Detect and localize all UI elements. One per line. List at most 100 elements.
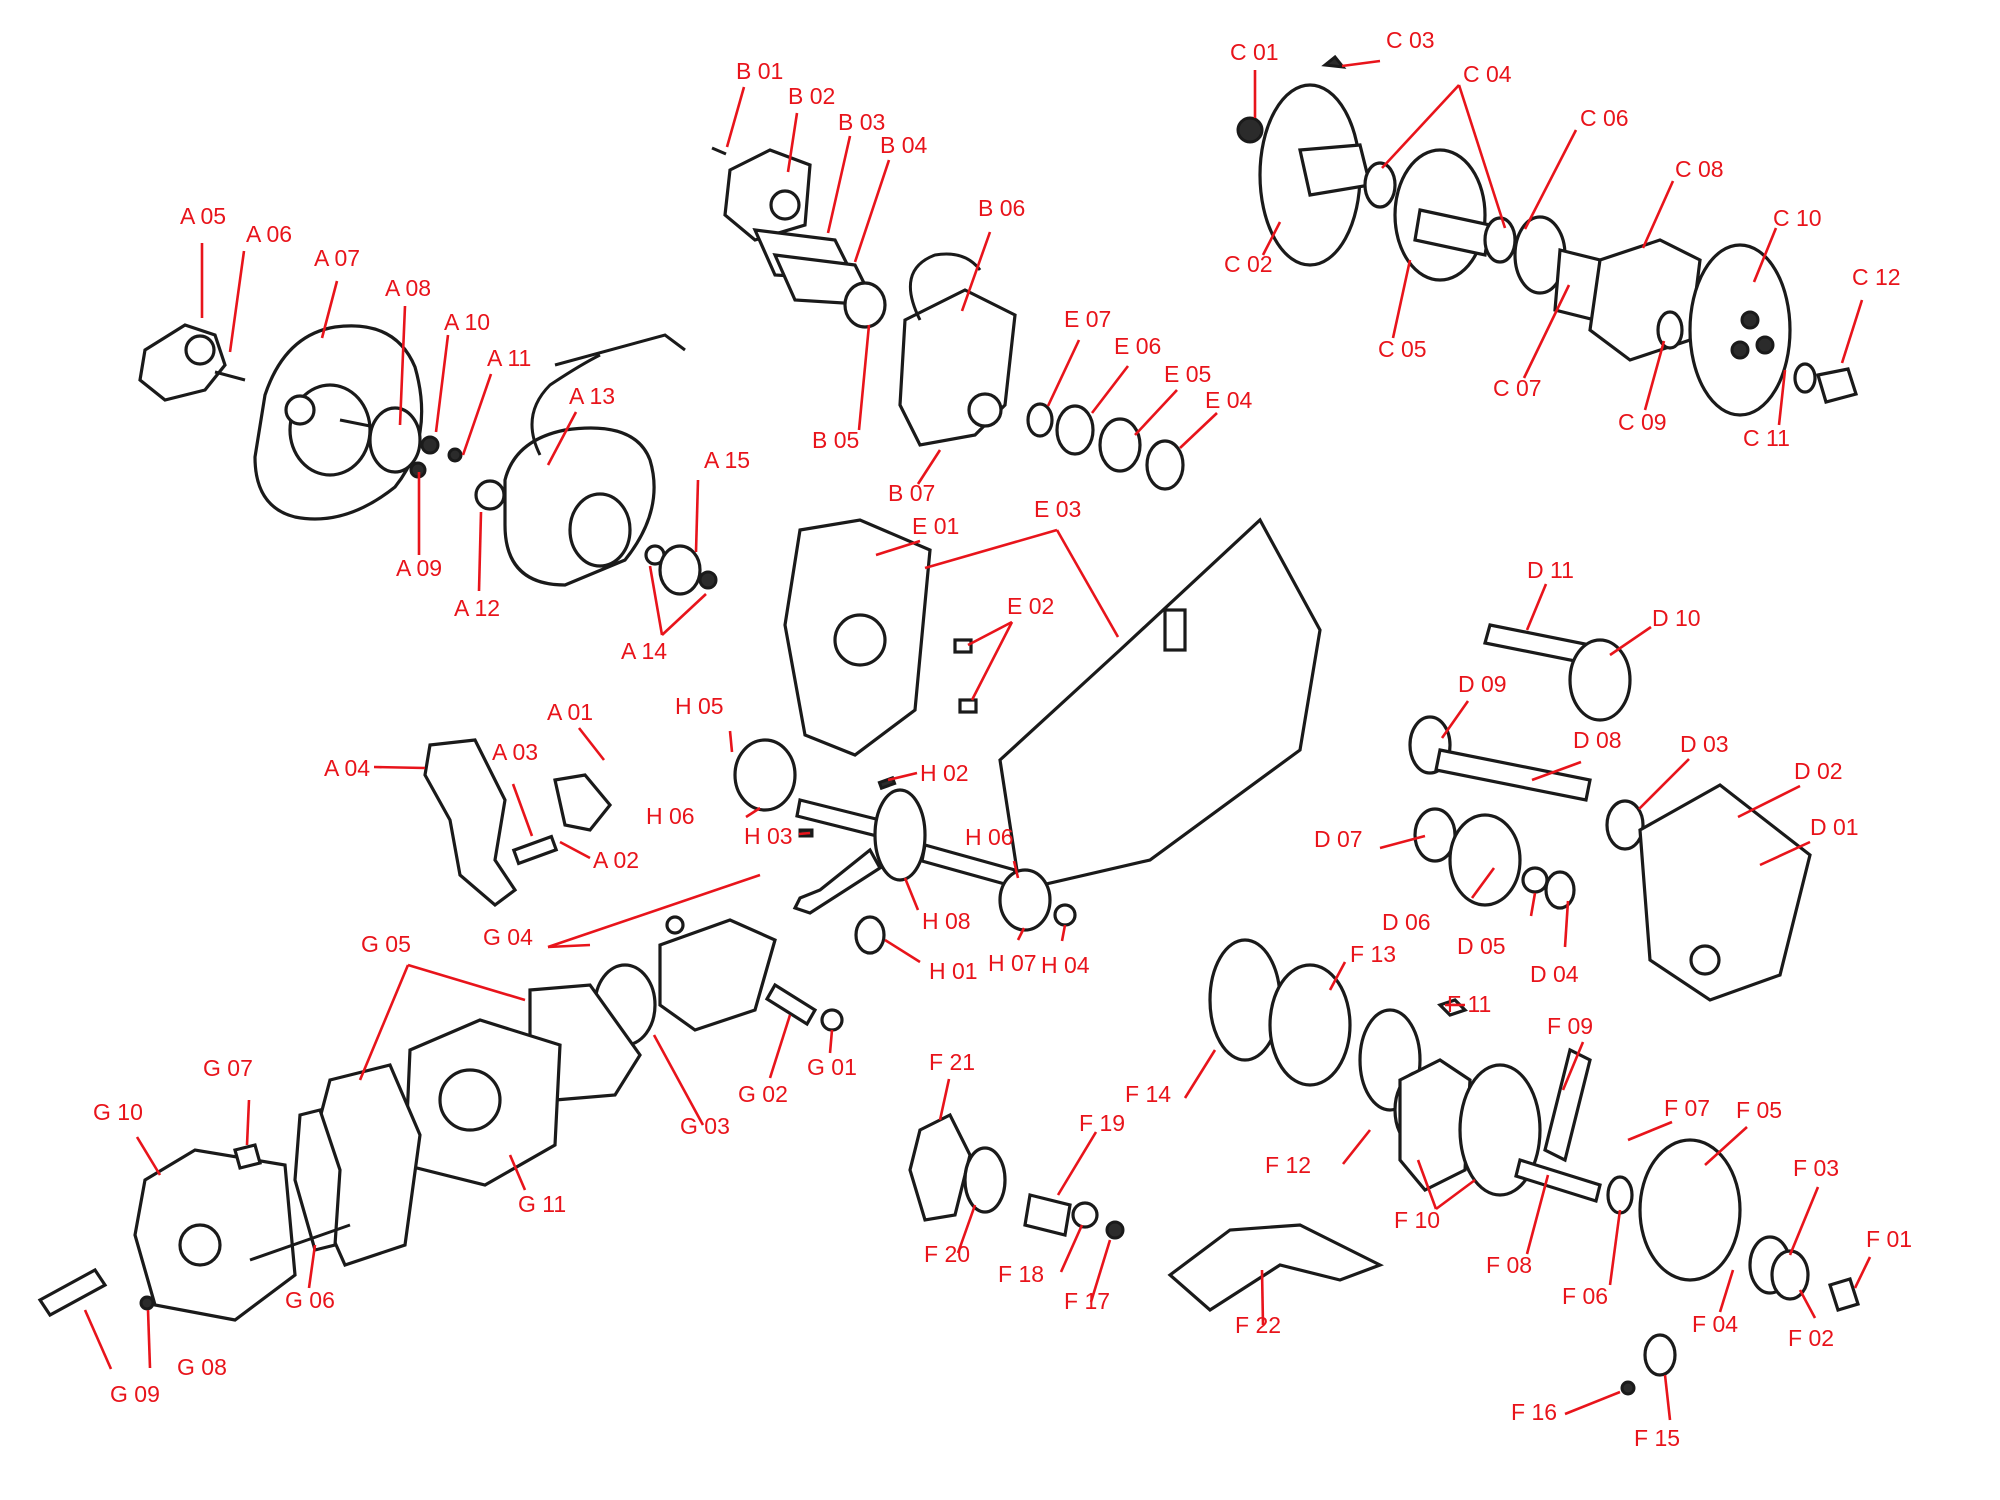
head-nut	[139, 1295, 155, 1311]
drive-belt	[1543, 1047, 1592, 1163]
label-c10: C 10	[1773, 205, 1822, 231]
needle-bearing	[854, 915, 886, 955]
crank-seal	[1145, 439, 1185, 491]
label-g11: G 11	[518, 1191, 566, 1217]
crankcase-left-bore	[833, 613, 887, 667]
ignition-lead	[530, 353, 601, 456]
kick-lever	[1167, 1223, 1384, 1312]
label-b05: B 05	[812, 427, 859, 453]
crankshaft-main	[920, 842, 1017, 889]
label-e04: E 04	[1205, 387, 1253, 413]
label-b06: B 06	[978, 195, 1025, 221]
flywheel-ring	[568, 492, 632, 568]
clutch-bell-hole-1	[1740, 310, 1760, 330]
idle-gear-seal	[1544, 870, 1576, 910]
label-g06: G 06	[285, 1287, 335, 1313]
label-h08: H 08	[922, 908, 971, 934]
carb-top-port	[769, 189, 801, 221]
label-g10: G 10	[93, 1099, 143, 1125]
label-c04: C 04	[1463, 61, 1512, 87]
label-a02: A 02	[593, 847, 639, 873]
label-b07: B 07	[888, 480, 935, 506]
label-f06: F 06	[1562, 1283, 1608, 1309]
label-f05: F 05	[1736, 1097, 1782, 1123]
label-e05: E 05	[1164, 361, 1211, 387]
piston-pin	[764, 982, 818, 1027]
label-f10: F 10	[1394, 1207, 1440, 1233]
label-a08: A 08	[385, 275, 431, 301]
label-d09: D 09	[1458, 671, 1507, 697]
label-f03: F 03	[1793, 1155, 1839, 1181]
label-a14: A 14	[621, 638, 667, 664]
label-a09: A 09	[396, 555, 442, 581]
stator-bolt	[447, 447, 463, 463]
pulley-nut	[1827, 1277, 1861, 1312]
part-group-g	[37, 915, 844, 1322]
label-f20: F 20	[924, 1241, 970, 1267]
label-a13: A 13	[569, 383, 615, 409]
layshaft	[1434, 748, 1592, 802]
sprocket-pin	[1620, 1380, 1636, 1396]
crank-washer	[1053, 903, 1077, 927]
label-b01: B 01	[736, 58, 783, 84]
crank-bush	[1026, 402, 1054, 438]
clutch-bell-hole-3	[1730, 340, 1750, 360]
label-f08: F 08	[1486, 1252, 1532, 1278]
kickstart-sector	[908, 1112, 972, 1222]
label-b03: B 03	[838, 109, 885, 135]
label-h04: H 04	[1041, 952, 1090, 978]
label-h06: H 06	[965, 824, 1014, 850]
label-h01: H 01	[929, 958, 978, 984]
label-f01: F 01	[1866, 1226, 1912, 1252]
mount-bracket	[423, 738, 518, 908]
oil-pump-fitting	[553, 773, 613, 832]
label-c01: C 01	[1230, 39, 1279, 65]
label-f22: F 22	[1235, 1312, 1281, 1338]
ignition-connector	[554, 333, 686, 367]
label-f19: F 19	[1079, 1110, 1125, 1136]
label-a05: A 05	[180, 203, 226, 229]
label-f04: F 04	[1692, 1311, 1738, 1337]
label-d02: D 02	[1794, 758, 1843, 784]
label-h07: H 07	[988, 950, 1037, 976]
clutch-nut	[1236, 116, 1264, 144]
crankcase-boss	[1163, 608, 1187, 652]
flywheel-nut	[698, 570, 718, 590]
label-d07: D 07	[1314, 826, 1363, 852]
stator-plate	[368, 406, 422, 474]
cylinder-head-chamber	[178, 1223, 222, 1267]
crank-web	[873, 788, 927, 882]
clutch-bearing-1	[1363, 161, 1397, 209]
label-g01: G 01	[807, 1054, 857, 1080]
label-f09: F 09	[1547, 1013, 1593, 1039]
part-group-e	[783, 402, 1322, 892]
clutch-bell-washer	[1793, 362, 1817, 394]
dowel-1	[953, 638, 973, 654]
label-f14: F 14	[1125, 1081, 1171, 1107]
label-f12: F 12	[1265, 1152, 1311, 1178]
output-gear	[1568, 638, 1632, 722]
label-d06: D 06	[1382, 909, 1431, 935]
carb-outlet	[967, 392, 1003, 428]
label-c07: C 07	[1493, 375, 1542, 401]
stator-nut	[420, 435, 440, 455]
label-a01: A 01	[547, 699, 593, 725]
clutch-key	[1321, 54, 1347, 69]
label-g05: G 05	[361, 931, 411, 957]
clutch-bearing-2	[1483, 216, 1517, 264]
parts-layer	[37, 54, 1861, 1396]
label-e01: E 01	[912, 513, 959, 539]
pulley-washer	[1770, 1249, 1810, 1301]
label-d08: D 08	[1573, 727, 1622, 753]
label-e06: E 06	[1114, 333, 1161, 359]
label-f18: F 18	[998, 1261, 1044, 1287]
gearbox-cover-boss	[1689, 944, 1721, 976]
label-d05: D 05	[1457, 933, 1506, 959]
label-c03: C 03	[1386, 27, 1435, 53]
clutch-shoe-assembly	[1588, 238, 1702, 362]
piston	[658, 918, 777, 1032]
label-b02: B 02	[788, 83, 835, 109]
part-group-d	[1408, 623, 1812, 1002]
